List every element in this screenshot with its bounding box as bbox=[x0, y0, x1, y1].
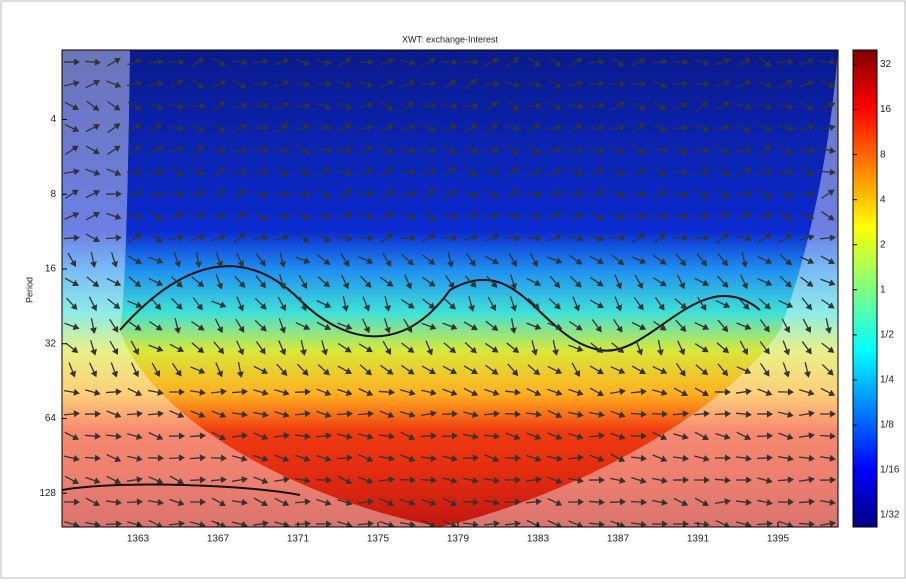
colorbar-tick-label: 32 bbox=[880, 59, 892, 70]
x-tick-label: 1387 bbox=[607, 534, 630, 545]
colorbar-tick-label: 2 bbox=[880, 239, 886, 250]
colorbar-tick-label: 8 bbox=[880, 149, 886, 160]
y-tick-label: 128 bbox=[39, 488, 56, 499]
chart-title: XWT: exchange-Interest bbox=[402, 34, 499, 44]
colorbar-tick-label: 4 bbox=[880, 194, 886, 205]
x-tick-label: 1391 bbox=[687, 534, 710, 545]
colorbar-tick-label: 1/4 bbox=[880, 375, 894, 386]
y-tick-label: 64 bbox=[45, 413, 57, 424]
x-tick-label: 1371 bbox=[287, 534, 310, 545]
y-tick-label: 16 bbox=[45, 264, 57, 275]
colorbar-tick-label: 1/32 bbox=[880, 510, 900, 521]
colorbar-tick-label: 1/8 bbox=[880, 420, 894, 431]
y-tick-label: 4 bbox=[50, 114, 56, 125]
y-tick-label: 32 bbox=[45, 338, 57, 349]
colorbar-tick-label: 16 bbox=[880, 104, 892, 115]
y-tick-label: 8 bbox=[50, 189, 56, 200]
x-tick-label: 1367 bbox=[207, 534, 230, 545]
x-tick-label: 1379 bbox=[447, 534, 470, 545]
colorbar-tick-label: 1 bbox=[880, 284, 886, 295]
x-tick-label: 1395 bbox=[767, 534, 790, 545]
colorbar-tick-label: 1/16 bbox=[880, 465, 900, 476]
x-tick-label: 1363 bbox=[127, 534, 150, 545]
plot-area bbox=[62, 50, 838, 531]
colorbar bbox=[853, 50, 877, 527]
page: XWT: exchange-Interest Period 1363136713… bbox=[0, 0, 906, 584]
y-axis-label: Period bbox=[24, 277, 34, 303]
x-tick-label: 1375 bbox=[367, 534, 390, 545]
chart: XWT: exchange-Interest Period 1363136713… bbox=[0, 0, 906, 579]
colorbar-tick-label: 1/2 bbox=[880, 329, 894, 340]
x-tick-label: 1383 bbox=[527, 534, 550, 545]
